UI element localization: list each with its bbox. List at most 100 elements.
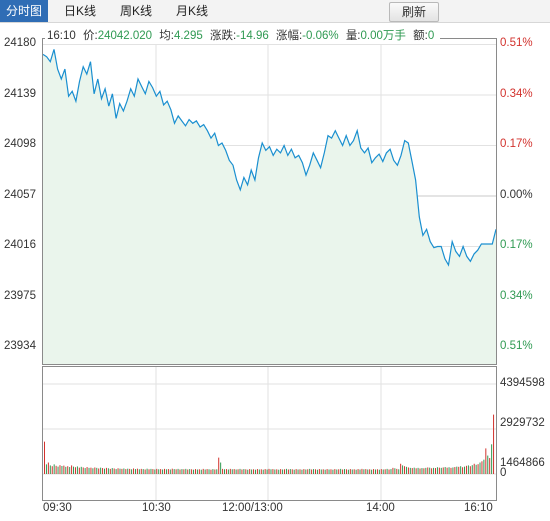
volume-bar: [181, 469, 183, 474]
volume-bar: [61, 466, 63, 474]
volume-bar: [113, 468, 115, 474]
volume-bar: [280, 469, 282, 474]
amount-value: 0: [427, 30, 435, 42]
volume-bar: [388, 469, 390, 474]
change-value: -14.96: [236, 30, 269, 42]
volume-bar: [69, 467, 71, 474]
volume-bar: [332, 469, 334, 474]
volume-bar: [144, 469, 146, 474]
tab-daily-kline[interactable]: 日K线: [63, 4, 96, 18]
volume-bar: [251, 469, 253, 474]
volume-bar: [400, 463, 402, 474]
volume-bar: [133, 468, 135, 474]
volume-bar: [338, 469, 340, 474]
volume-bar: [359, 469, 361, 474]
volume-bar: [227, 469, 229, 474]
volume-bar: [96, 467, 98, 474]
volume-bar: [49, 465, 51, 474]
volume-tick-label: 4394598: [500, 377, 545, 389]
volume-bar: [47, 462, 49, 474]
volume-bar: [458, 466, 460, 474]
volume-bar: [305, 469, 307, 474]
pct-tick-label: 0.51%: [500, 340, 533, 352]
amount-label: 额:: [413, 30, 428, 42]
change-label: 涨跌:: [209, 30, 237, 42]
volume-bar: [239, 468, 241, 474]
volume-bar: [196, 469, 198, 474]
volume-bar: [419, 468, 421, 474]
volume-bar: [222, 468, 224, 474]
volume-bar: [380, 469, 382, 474]
volume-bar: [373, 469, 375, 474]
volume-bar: [129, 468, 131, 474]
pct-tick-label: 0.00%: [500, 189, 533, 201]
volume-bar: [67, 466, 69, 474]
tab-time-share[interactable]: 分时图: [0, 0, 48, 22]
volume-bar: [452, 467, 454, 474]
volume-bar: [127, 468, 129, 474]
volume-bar: [131, 469, 133, 474]
volume-bar: [299, 469, 301, 474]
volume-bar: [202, 468, 204, 474]
volume-bar: [220, 462, 222, 474]
volume-bar: [402, 465, 404, 474]
volume-bar: [282, 469, 284, 474]
volume-bar: [84, 468, 86, 474]
volume-bar: [274, 469, 276, 474]
volume-bar: [138, 469, 140, 474]
volume-bar: [345, 469, 347, 474]
volume-bar: [78, 467, 80, 474]
volume-bar: [386, 468, 388, 474]
volume-bar: [322, 469, 324, 474]
volume-bar: [409, 467, 411, 474]
volume-bar: [285, 468, 287, 474]
volume-bar: [136, 468, 138, 474]
volume-tick-zero: 0: [500, 467, 507, 479]
volume-bar: [491, 444, 493, 474]
volume-bar: [45, 464, 47, 474]
volume-bar: [465, 465, 467, 474]
volume-bar: [467, 465, 469, 474]
volume-bar: [125, 469, 127, 474]
refresh-button[interactable]: 刷新: [389, 2, 439, 22]
volume-bar: [357, 469, 359, 474]
volume-bars: [44, 414, 495, 474]
volume-bar: [266, 469, 268, 474]
volume-bar: [183, 469, 185, 474]
volume-bar: [405, 466, 407, 474]
volume-bar: [394, 468, 396, 474]
volume-bar: [485, 448, 487, 474]
volume-bar: [102, 468, 104, 474]
volume-bar: [363, 469, 365, 474]
volume-bar: [471, 465, 473, 474]
tab-monthly-kline[interactable]: 月K线: [175, 4, 208, 18]
volume-bar: [59, 465, 61, 474]
volume-bar: [355, 469, 357, 474]
volume-bar: [382, 469, 384, 474]
volume-bar: [177, 468, 179, 474]
volume-bar: [194, 469, 196, 474]
volume-bar: [425, 467, 427, 474]
volume-bar: [63, 465, 65, 474]
volume-bar: [241, 469, 243, 474]
volume-bar: [438, 467, 440, 474]
price-line: [42, 49, 497, 267]
volume-bar: [330, 469, 332, 474]
volume-bar: [448, 467, 450, 474]
volume-bar: [57, 466, 59, 474]
volume-bar: [436, 467, 438, 474]
volume-bar: [208, 469, 210, 474]
quote-time: 16:10: [47, 30, 76, 42]
volume-bar: [258, 469, 260, 474]
volume-bar: [169, 469, 171, 474]
volume-bar: [361, 468, 363, 474]
volume-bar: [214, 469, 216, 474]
volume-bar: [371, 469, 373, 474]
volume-bar: [493, 414, 495, 474]
volume-bar: [245, 469, 247, 474]
y-tick-label: 24098: [4, 138, 36, 150]
volume-bar: [189, 469, 191, 474]
volume-bar: [316, 469, 318, 474]
tab-weekly-kline[interactable]: 周K线: [119, 4, 152, 18]
volume-bar: [90, 467, 92, 474]
